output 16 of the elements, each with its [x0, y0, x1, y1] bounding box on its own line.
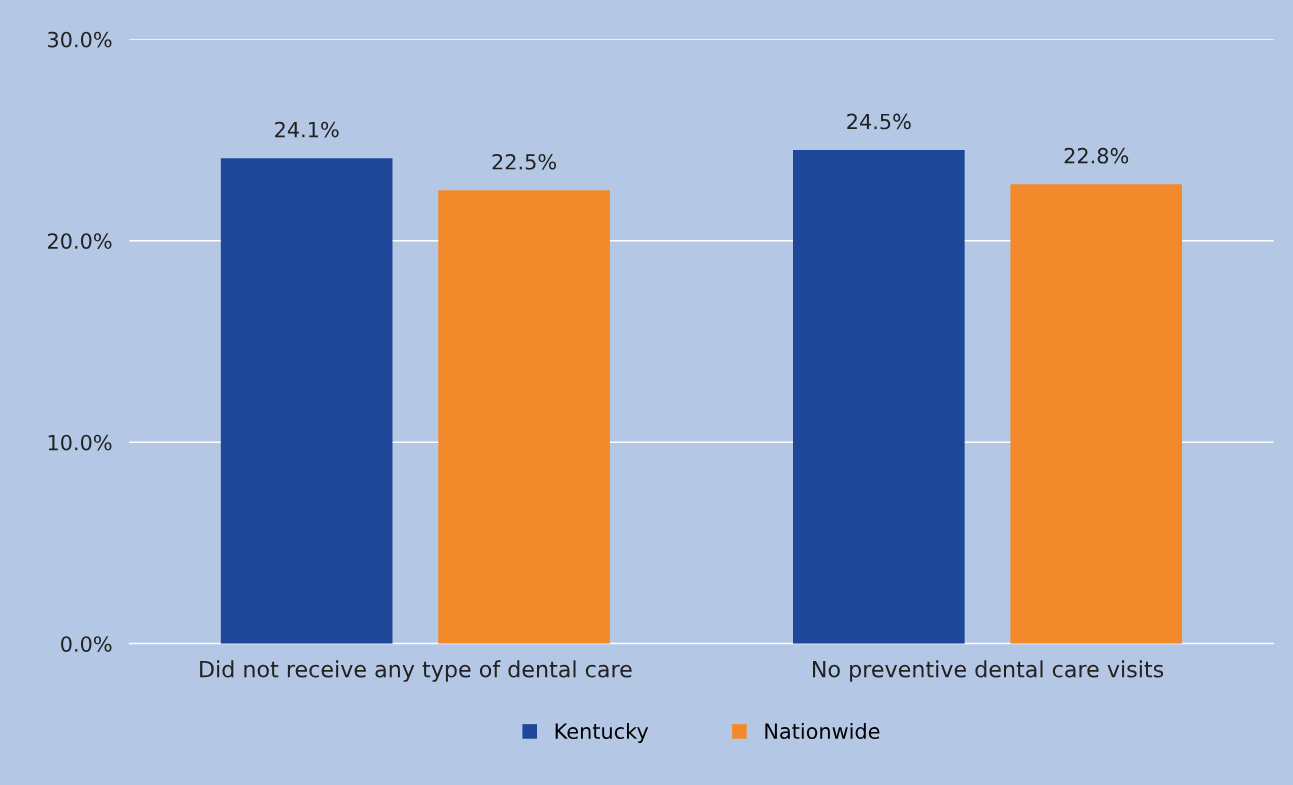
text: 24.1%: [275, 121, 339, 138]
bar: [438, 190, 610, 644]
text: 22.5%: [492, 153, 557, 170]
legend-label: Nationwide: [765, 722, 880, 740]
y-tick-label: 0.0%: [61, 636, 112, 652]
y-tick-label: 30.0%: [48, 31, 112, 48]
bar: [220, 158, 393, 644]
text: 22.8%: [1064, 147, 1129, 164]
x-tick-label: No preventive dental care visits: [813, 660, 1164, 682]
y-tick-label: 20.0%: [47, 233, 112, 249]
bar: [1010, 184, 1183, 644]
x-tick-label: Did not receive any type of dental care: [200, 660, 632, 682]
y-tick-label: 10.0%: [48, 434, 112, 451]
bar: [793, 150, 965, 644]
legend-label: Kentucky: [555, 722, 649, 744]
text: 24.5%: [847, 113, 911, 130]
